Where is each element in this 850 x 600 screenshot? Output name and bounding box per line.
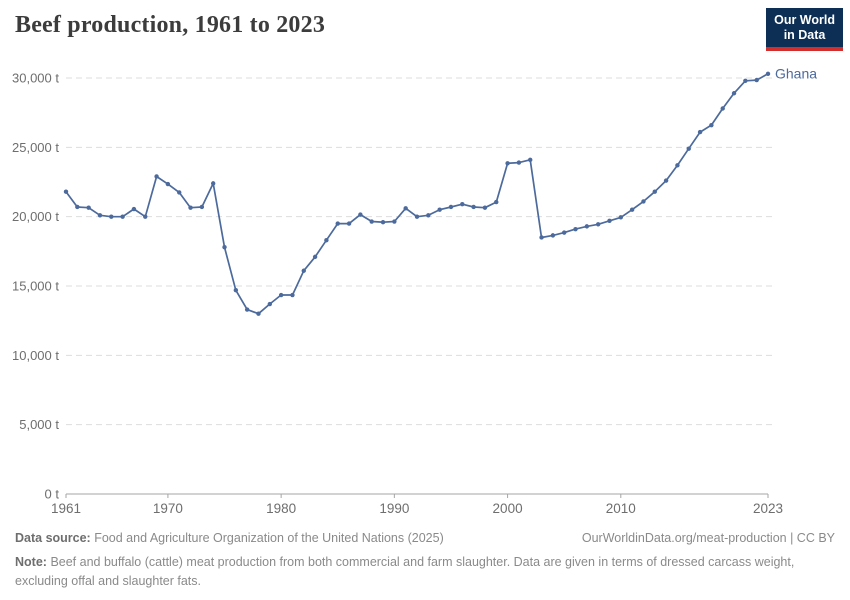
y-axis-tick-label: 25,000 t	[12, 140, 59, 155]
data-point	[675, 163, 680, 168]
data-point	[641, 199, 646, 204]
data-point	[301, 268, 306, 273]
data-point	[312, 254, 318, 260]
data-point	[414, 214, 420, 219]
data-point	[482, 205, 488, 210]
data-point	[595, 222, 601, 227]
x-axis-tick-label: 2010	[606, 501, 636, 516]
data-point	[426, 213, 431, 218]
data-point	[188, 205, 193, 210]
owid-logo-line2: in Data	[783, 28, 826, 42]
data-point	[663, 178, 669, 183]
data-point	[233, 287, 239, 293]
y-axis-tick-label: 0 t	[45, 487, 60, 502]
data-point	[143, 214, 148, 219]
y-axis-tick-label: 30,000 t	[12, 71, 59, 86]
data-point	[210, 181, 216, 186]
data-point	[278, 292, 284, 298]
data-point	[743, 78, 748, 83]
source-row: Data source: Food and Agriculture Organi…	[15, 529, 835, 548]
data-point	[154, 174, 159, 179]
data-point	[392, 219, 397, 224]
note-label: Note:	[15, 554, 47, 569]
data-point	[256, 311, 261, 316]
data-point	[165, 181, 171, 187]
data-point	[86, 205, 91, 210]
data-point	[471, 204, 476, 210]
data-point	[335, 221, 340, 226]
data-point	[75, 204, 80, 210]
data-point	[765, 71, 771, 77]
note-text: Beef and buffalo (cattle) meat productio…	[15, 554, 795, 588]
data-point	[403, 206, 408, 211]
line-chart: 0 t 5,000 t 10,000 t 15,000 t 20,000 t 25,000…	[12, 65, 817, 516]
data-point	[505, 161, 510, 166]
data-point	[720, 106, 725, 111]
owid-logo-line1: Our World	[774, 13, 835, 27]
data-point	[131, 206, 137, 212]
data-point	[573, 226, 578, 232]
data-point	[550, 233, 556, 238]
data-point	[290, 292, 295, 298]
data-line	[65, 72, 769, 315]
data-point	[754, 77, 759, 83]
chart-footer: Data source: Food and Agriculture Organi…	[15, 529, 835, 590]
credit-link[interactable]: OurWorldinData.org/meat-production | CC …	[581, 531, 835, 545]
data-point	[324, 238, 329, 243]
data-point	[244, 307, 250, 312]
y-axis-tick-label: 5,000 t	[19, 417, 59, 432]
data-point	[494, 199, 499, 205]
data-point	[731, 91, 737, 96]
note-block: Note: Beef and buffalo (cattle) meat pro…	[15, 553, 835, 591]
data-point	[120, 214, 125, 219]
x-axis-tick-label: 2023	[753, 501, 783, 516]
y-axis-tick-label: 20,000 t	[12, 209, 59, 224]
data-point	[460, 201, 465, 207]
data-point	[652, 189, 657, 194]
data-point	[97, 213, 103, 218]
data-point	[528, 157, 533, 163]
data-point	[177, 190, 182, 195]
x-axis-tick-label: 1961	[51, 501, 81, 516]
x-axis-tick-label: 2000	[493, 501, 523, 516]
series-end-label: Ghana	[775, 65, 817, 81]
data-point	[618, 215, 624, 220]
data-point	[629, 207, 635, 212]
x-axis-tick-label: 1990	[379, 501, 409, 516]
data-point	[267, 301, 273, 307]
data-point	[222, 244, 227, 250]
y-axis-tick-label: 15,000 t	[12, 279, 59, 294]
owid-logo: Our World in Data	[766, 8, 843, 51]
data-source: Data source: Food and Agriculture Organi…	[15, 529, 444, 548]
data-point	[369, 219, 374, 224]
data-source-label: Data source:	[15, 531, 91, 545]
data-point	[380, 220, 386, 225]
data-point	[358, 212, 363, 217]
data-point	[346, 221, 352, 226]
x-axis-tick-label: 1980	[266, 501, 296, 516]
chart-title: Beef production, 1961 to 2023	[15, 12, 326, 38]
y-axis-tick-label: 10,000 t	[12, 348, 59, 363]
data-point	[516, 160, 522, 165]
data-point	[607, 218, 612, 224]
data-point	[686, 146, 691, 151]
data-point	[584, 224, 590, 229]
data-point	[448, 204, 454, 210]
x-axis-tick-label: 1970	[153, 501, 183, 516]
data-point	[539, 235, 544, 240]
data-point	[709, 122, 714, 128]
data-source-text: Food and Agriculture Organization of the…	[94, 531, 444, 545]
data-point	[63, 189, 69, 194]
data-point	[697, 129, 703, 135]
data-point	[199, 204, 205, 210]
data-point	[561, 230, 567, 235]
data-point	[109, 214, 114, 219]
data-point	[437, 207, 442, 212]
